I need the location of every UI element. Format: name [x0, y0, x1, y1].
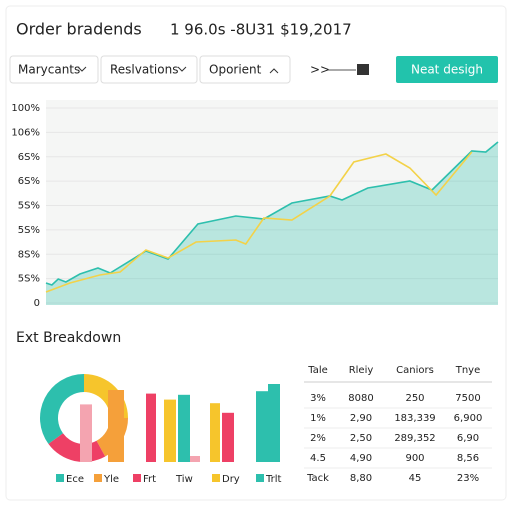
y-label: 106% [11, 127, 40, 138]
y-label: 5S% [18, 274, 40, 285]
legend-swatch [56, 474, 64, 482]
legend-swatch [133, 474, 141, 482]
table-cell: 7500 [455, 393, 480, 404]
bar [178, 394, 190, 462]
bar [222, 412, 234, 462]
legend-label: Yle [103, 474, 119, 485]
bar [256, 391, 268, 462]
dropdown[interactable] [100, 55, 198, 84]
table-cell: 1% [310, 413, 326, 424]
y-label: 8S% [18, 249, 40, 260]
legend-label: Frt [143, 474, 156, 485]
dropdown-label: Marycants [18, 63, 80, 77]
y-label: 6S% [18, 176, 40, 187]
dropdown-label: Reslvations [110, 63, 178, 77]
table-cell: 23% [457, 473, 479, 484]
line [45, 141, 499, 286]
table-header: Tnye [455, 365, 481, 376]
table-cell: 6,900 [454, 413, 483, 424]
legend-swatch [94, 474, 102, 482]
button-label: Neat desigh [411, 63, 483, 77]
table-cell: 2% [310, 433, 326, 444]
bar [146, 393, 156, 462]
slider-handle[interactable] [357, 64, 369, 75]
table-cell: 4,90 [350, 453, 372, 464]
y-label: 5S% [18, 201, 40, 212]
table-cell: 45 [409, 473, 422, 484]
y-label: 6S% [18, 152, 40, 163]
legend-label: Ece [66, 474, 84, 485]
table-cell: 900 [405, 453, 424, 464]
table-header: Caniors [396, 365, 434, 376]
legend-label: Trlt [265, 474, 282, 485]
table-cell: 8,56 [457, 453, 479, 464]
table-header: Tale [307, 365, 328, 376]
chevron [77, 66, 87, 72]
bar [108, 390, 124, 462]
y-label: 100% [11, 103, 40, 114]
table-cell: Tack [306, 473, 329, 484]
legend-swatch [212, 474, 220, 482]
title: Order bradends [16, 20, 142, 39]
table-cell: 6,90 [457, 433, 479, 444]
y-label: 0 [34, 298, 40, 309]
chevron [177, 66, 187, 72]
table-cell: 8080 [348, 393, 373, 404]
bar [80, 404, 92, 462]
subtitle: 1 96.0s -8U31 $19,2017 [170, 21, 352, 39]
table-cell: 4.5 [310, 453, 326, 464]
table-cell: 3% [310, 393, 326, 404]
button[interactable] [396, 56, 498, 83]
table-cell: 289,352 [394, 433, 435, 444]
dropdown[interactable] [199, 55, 291, 84]
table-cell: 2,50 [350, 433, 372, 444]
bar [210, 403, 220, 462]
dropdown-label: Oporient [209, 63, 262, 77]
nav-icon[interactable]: >> [310, 63, 330, 77]
section-title: Ext Breakdown [16, 330, 121, 346]
table-header: Rleiy [349, 365, 374, 376]
legend-swatch [256, 474, 264, 482]
bar [164, 399, 176, 462]
bar [190, 456, 200, 462]
table-cell: 2,90 [350, 413, 372, 424]
y-label: 5S% [18, 225, 40, 236]
table-cell: 183,339 [394, 413, 435, 424]
table-cell: 250 [405, 393, 424, 404]
area [46, 142, 498, 305]
donut-segment [39, 374, 84, 444]
dropdown[interactable] [9, 55, 99, 84]
bar [268, 384, 280, 462]
table-cell: 8,80 [350, 473, 372, 484]
chevron [269, 68, 279, 74]
legend-label: Dry [222, 474, 240, 485]
line [45, 151, 473, 293]
legend-label: Tiw [175, 474, 193, 485]
